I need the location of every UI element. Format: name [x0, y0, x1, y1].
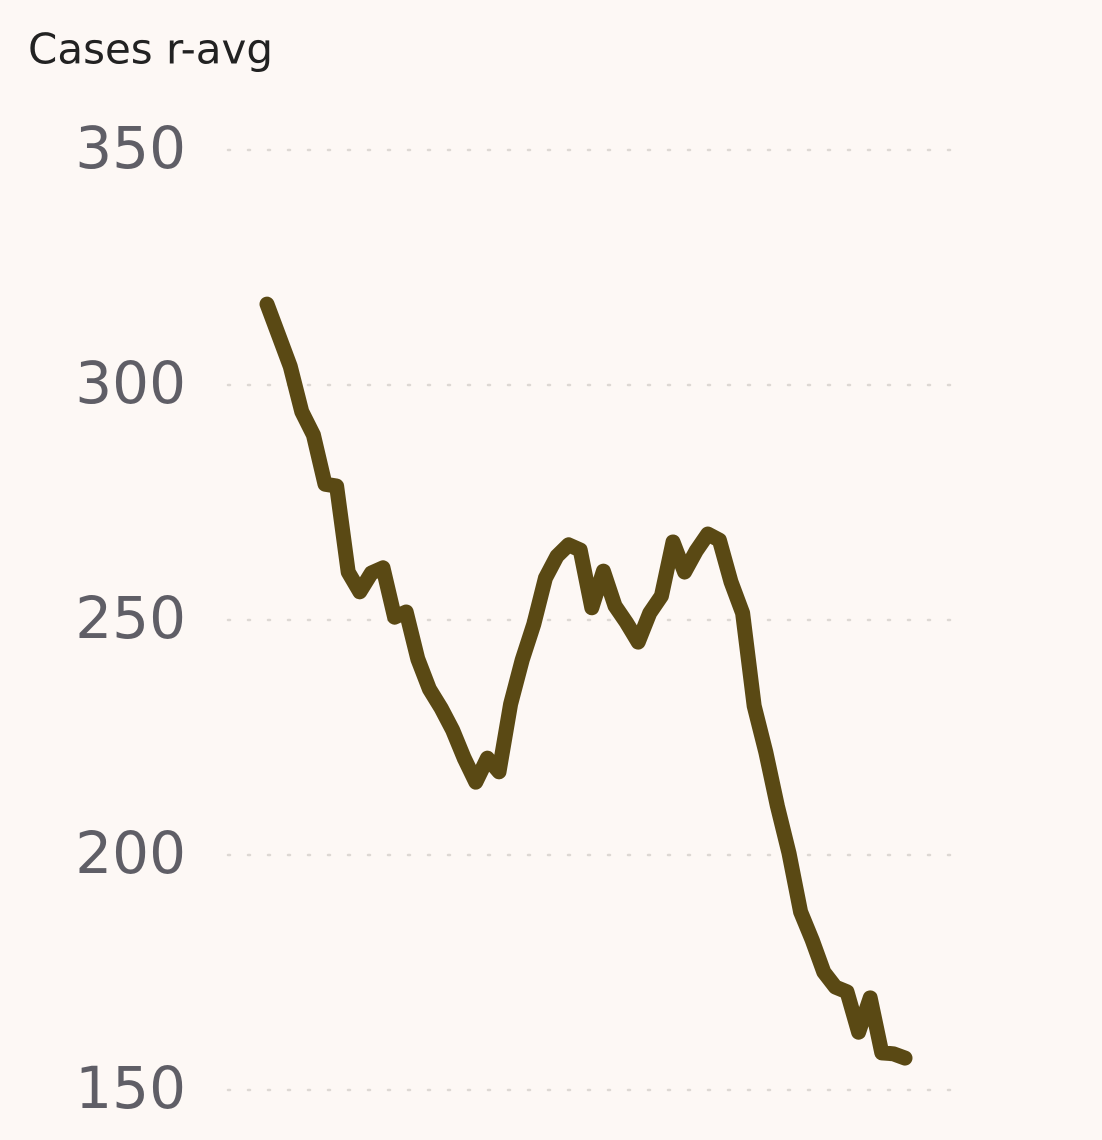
y-tick-label: 350: [75, 114, 186, 182]
y-tick-label: 250: [75, 584, 186, 652]
y-tick-label: 200: [75, 819, 186, 887]
y-tick-label: 300: [75, 349, 186, 417]
y-tick-label: 150: [75, 1054, 186, 1122]
chart-title: Cases r-avg: [28, 25, 273, 74]
line: [259, 296, 913, 1066]
